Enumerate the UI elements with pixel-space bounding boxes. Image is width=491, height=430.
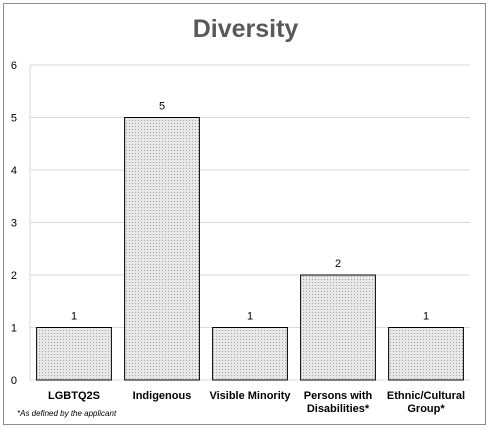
y-tick-label: 1	[11, 323, 17, 335]
x-tick-label: Indigenous	[133, 390, 192, 402]
y-tick-label: 4	[11, 165, 17, 177]
y-tick-label: 0	[11, 375, 17, 387]
y-tick-label: 2	[11, 270, 17, 282]
x-tick-label: Ethnic/Cultural Group*	[387, 390, 465, 415]
y-tick-label: 3	[11, 218, 17, 230]
data-label: 1	[71, 311, 77, 323]
y-tick-label: 6	[11, 60, 17, 72]
footnote: *As defined by the applicant	[17, 409, 117, 418]
x-tick-label: Visible Minority	[209, 390, 291, 402]
data-label: 5	[159, 101, 165, 113]
x-tick-label: LGBTQ2S	[48, 390, 100, 402]
chart-title: Diversity	[192, 15, 299, 43]
bar	[300, 274, 376, 381]
bar	[36, 327, 112, 381]
data-label: 2	[335, 258, 341, 270]
bar	[124, 117, 200, 381]
x-tick-label: Persons with Disabilities*	[304, 390, 373, 415]
bar	[212, 327, 288, 381]
data-label: 1	[423, 311, 429, 323]
y-tick-label: 5	[11, 113, 17, 125]
bar	[388, 327, 464, 381]
data-label: 1	[247, 311, 253, 323]
